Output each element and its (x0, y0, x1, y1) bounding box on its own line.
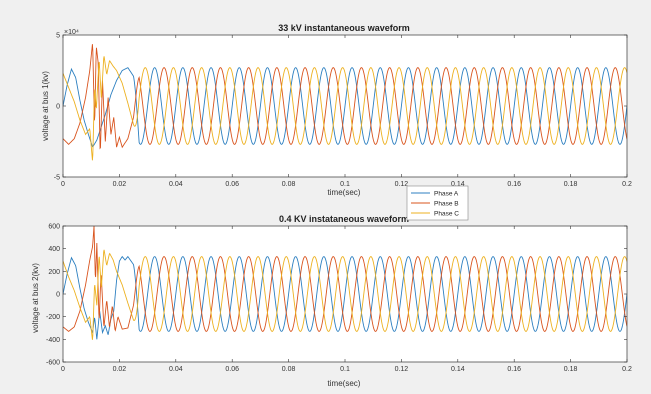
bottom-series-phase-c (63, 249, 627, 340)
bottom-y-axis-label: voltage at bus 2(kv) (31, 263, 40, 333)
top-series-phase-a (63, 67, 627, 148)
legend-label-phase-b: Phase B (434, 201, 459, 208)
bottom-series-phase-b (63, 226, 627, 332)
bottom-y-tick-label: 400 (48, 246, 60, 253)
top-subplot: 33 kV instantaneous waveform time(sec) v… (41, 23, 632, 197)
top-x-tick-label: 0.1 (340, 181, 350, 188)
bottom-x-tick-label: 0.16 (507, 366, 521, 373)
bottom-y-tick-label: 200 (48, 269, 60, 276)
top-y-tick-label: 5 (56, 33, 60, 40)
bottom-y-tick-label: -200 (46, 314, 60, 321)
bottom-x-tick-label: 0 (61, 366, 65, 373)
top-series-phase-b (63, 44, 627, 150)
top-y-tick-label: -5 (54, 175, 60, 182)
legend: Phase A Phase B Phase C (406, 185, 469, 221)
top-series-phase-c (63, 56, 627, 161)
bottom-y-tick-label: 0 (56, 292, 60, 299)
top-x-tick-label: 0.12 (395, 181, 409, 188)
top-x-tick-label: 0.2 (622, 181, 632, 188)
top-x-tick-label: 0.06 (225, 181, 239, 188)
bottom-x-tick-label: 0.02 (113, 366, 127, 373)
bottom-x-tick-label: 0.14 (451, 366, 465, 373)
top-x-tick-label: 0.14 (451, 181, 465, 188)
bottom-x-tick-label: 0.2 (622, 366, 632, 373)
bottom-x-tick-label: 0.04 (169, 366, 183, 373)
bottom-x-tick-label: 0.1 (340, 366, 350, 373)
bottom-x-tick-label: 0.18 (564, 366, 578, 373)
bottom-y-tick-label: -600 (46, 360, 60, 367)
bottom-x-tick-label: 0.12 (395, 366, 409, 373)
top-x-tick-label: 0.08 (282, 181, 296, 188)
top-x-tick-label: 0.18 (564, 181, 578, 188)
bottom-y-tick-label: -400 (46, 337, 60, 344)
bottom-x-tick-label: 0.06 (225, 366, 239, 373)
top-x-tick-label: 0 (61, 181, 65, 188)
top-y-multiplier: ×10⁴ (64, 29, 79, 36)
bottom-x-tick-label: 0.08 (282, 366, 296, 373)
legend-label-phase-a: Phase A (434, 191, 459, 198)
top-y-tick-label: 0 (56, 104, 60, 111)
bottom-x-axis-label: time(sec) (328, 379, 361, 388)
bottom-y-tick-label: 600 (48, 224, 60, 231)
bottom-plot-title: 0.4 KV instataneous waveform (279, 214, 409, 224)
top-x-axis-label: time(sec) (328, 188, 361, 197)
top-x-tick-label: 0.02 (113, 181, 127, 188)
top-x-tick-label: 0.16 (507, 181, 521, 188)
bottom-subplot: 0.4 KV instataneous waveform time(sec) v… (31, 214, 632, 388)
top-y-axis-label: voltage at bus 1(kv) (41, 71, 50, 141)
bottom-series-phase-a (63, 255, 627, 340)
top-plot-title: 33 kV instantaneous waveform (278, 23, 410, 33)
legend-label-phase-c: Phase C (434, 211, 459, 218)
top-x-tick-label: 0.04 (169, 181, 183, 188)
